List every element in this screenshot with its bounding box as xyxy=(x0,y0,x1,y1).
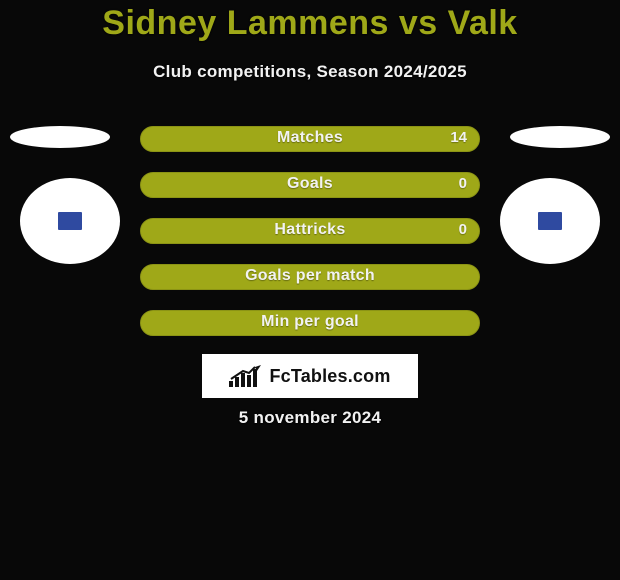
stat-row-hattricks: Hattricks 0 xyxy=(140,218,480,244)
stat-row-goals: Goals 0 xyxy=(140,172,480,198)
stat-right-value: 14 xyxy=(450,129,467,146)
stat-label: Goals per match xyxy=(141,267,479,285)
right-crest-icon xyxy=(538,212,562,230)
stat-label: Goals xyxy=(141,175,479,193)
stats-container: Matches 14 Goals 0 Hattricks 0 Goals per… xyxy=(140,126,480,356)
stat-label: Min per goal xyxy=(141,313,479,331)
stat-right-value: 0 xyxy=(459,221,467,238)
page-subtitle: Club competitions, Season 2024/2025 xyxy=(0,62,620,82)
date-text: 5 november 2024 xyxy=(0,408,620,428)
brand-chart-icon xyxy=(229,365,263,387)
stat-row-goals-per-match: Goals per match xyxy=(140,264,480,290)
stat-right-value: 0 xyxy=(459,175,467,192)
page-title: Sidney Lammens vs Valk xyxy=(0,4,620,43)
stat-row-matches: Matches 14 xyxy=(140,126,480,152)
brand-text: FcTables.com xyxy=(269,366,390,387)
stat-label: Hattricks xyxy=(141,221,479,239)
brand-bar: FcTables.com xyxy=(202,354,418,398)
right-player-ellipse xyxy=(510,126,610,148)
left-player-ellipse xyxy=(10,126,110,148)
comparison-infographic: Sidney Lammens vs Valk Club competitions… xyxy=(0,0,620,580)
right-club-badge xyxy=(500,178,600,264)
left-club-badge xyxy=(20,178,120,264)
stat-row-min-per-goal: Min per goal xyxy=(140,310,480,336)
stat-label: Matches xyxy=(141,129,479,147)
left-crest-icon xyxy=(58,212,82,230)
